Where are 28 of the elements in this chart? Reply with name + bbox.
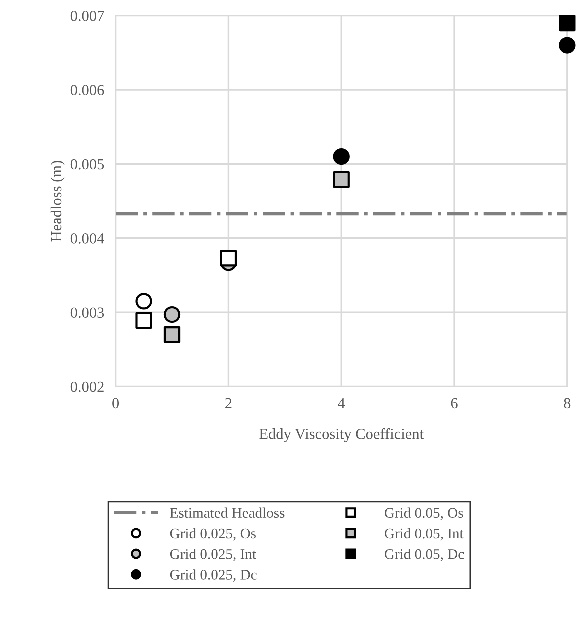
- y-tick-label: 0.004: [70, 234, 104, 244]
- x-tick-label: 2: [226, 398, 232, 408]
- y-axis-title: Headloss (m): [50, 161, 65, 242]
- legend-label: Grid 0.05, Int: [385, 528, 464, 541]
- x-tick-label: 0: [112, 398, 120, 409]
- legend-label: Grid 0.05, Dc: [385, 549, 464, 562]
- legend-label: Grid 0.025, Int: [170, 549, 256, 562]
- y-tick-label: 0.003: [70, 308, 104, 318]
- legend-label: Grid 0.05, Os: [385, 508, 464, 520]
- point: [559, 14, 576, 32]
- point: [164, 326, 181, 344]
- point: [220, 250, 238, 267]
- x-tick-label: 4: [338, 398, 346, 408]
- y-tick-label: 0.002: [70, 382, 104, 392]
- point: [136, 312, 152, 330]
- point: [333, 171, 350, 188]
- point: [559, 37, 576, 54]
- point: [164, 306, 181, 324]
- y-tick-label: 0.007: [70, 10, 104, 22]
- x-axis-title: Eddy Viscosity Coefficient: [260, 428, 424, 442]
- legend-label: Grid 0.025, Os: [170, 528, 256, 541]
- x-tick-label: 6: [451, 398, 458, 409]
- y-tick-label: 0.006: [70, 85, 104, 96]
- point: [333, 148, 350, 166]
- x-tick-label: 8: [564, 398, 571, 409]
- legend-label: Grid 0.025, Dc: [170, 570, 257, 582]
- y-tick-label: 0.005: [70, 159, 104, 170]
- legend-label: Estimated Headloss: [170, 508, 285, 518]
